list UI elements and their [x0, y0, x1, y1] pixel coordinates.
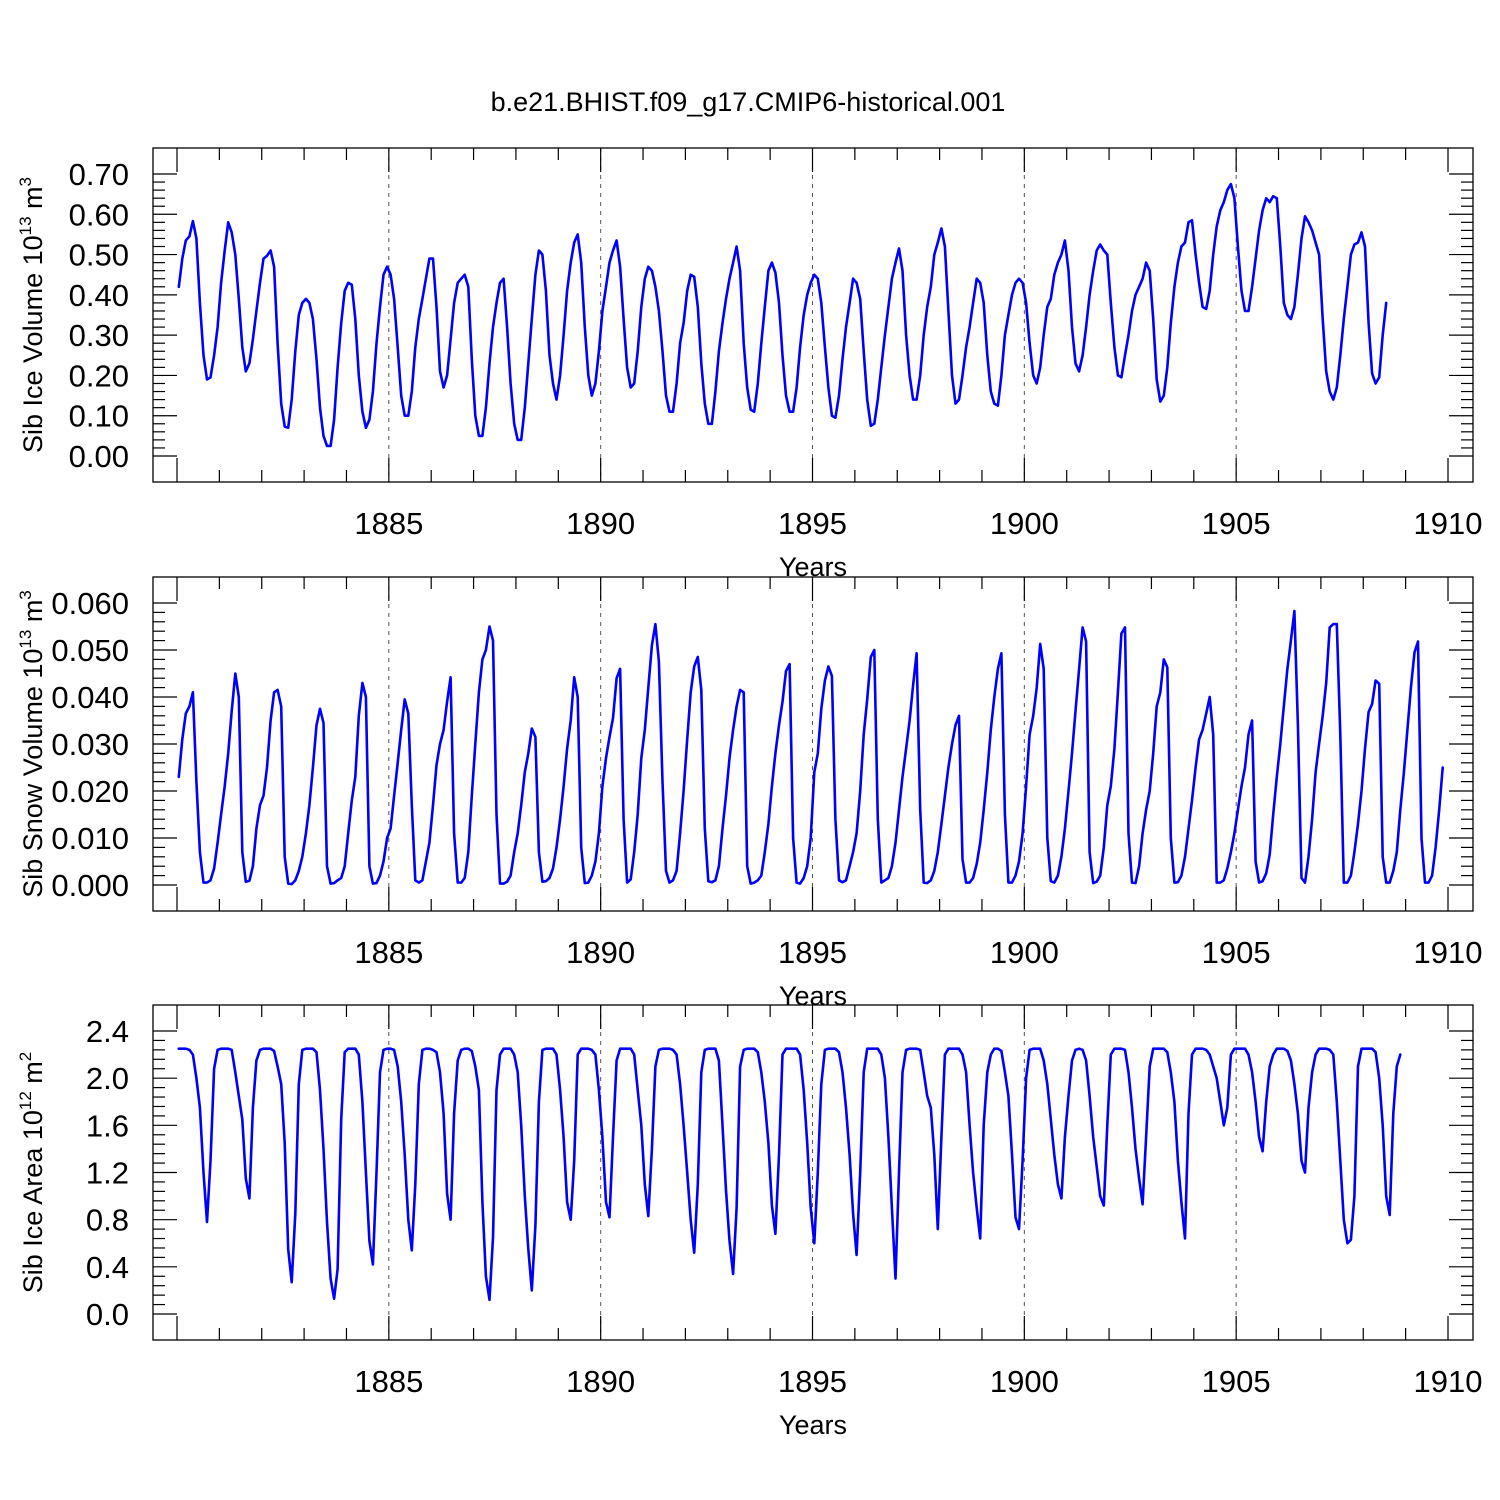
y-tick-label: 0.010: [51, 821, 129, 856]
panel-ice-volume: 0.00 0.10 0.20 0.30 0.40 0.50 0.60 0.70 1885 189…: [16, 147, 1482, 582]
x-tick-labels: 1885 1890 1895 1900 1905 1910: [354, 506, 1482, 541]
x-tick-label: 1910: [1414, 506, 1483, 541]
x-axis-label: Years: [779, 1410, 847, 1440]
y-tick-label: 0.8: [86, 1203, 129, 1238]
y-tick-label: 0.040: [51, 680, 129, 715]
y-tick-label: 0.50: [69, 238, 129, 273]
x-tick-label: 1910: [1414, 935, 1483, 970]
plot-area: [177, 182, 1388, 448]
x-tick-label: 1890: [566, 506, 635, 541]
grid-lines: [388, 148, 1237, 482]
y-axis-label: Sib Ice Area 1012 m2: [16, 1052, 48, 1294]
y-axis-label: Sib Ice Volume 1013 m3: [16, 177, 48, 453]
x-tick-label: 1895: [778, 1364, 847, 1399]
y-tick-label: 0.020: [51, 774, 129, 809]
grid-lines: [388, 1005, 1237, 1340]
x-tick-label: 1895: [778, 506, 847, 541]
plot-frame: [152, 1004, 1474, 1341]
figure-title: b.e21.BHIST.f09_g17.CMIP6-historical.001: [491, 87, 1006, 117]
x-tick-label: 1890: [566, 1364, 635, 1399]
x-tick-label: 1905: [1202, 935, 1271, 970]
panel-ice-area: 0.0 0.4 0.8 1.2 1.6 2.0 2.4 1885 1890 1895 1900 19…: [16, 1004, 1482, 1440]
y-tick-label: 0.00: [69, 439, 129, 474]
series-line-snow-volume: [177, 609, 1444, 886]
y-tick-labels: 0.000 0.010 0.020 0.030 0.040 0.050 0.060: [51, 586, 129, 903]
x-tick-label: 1890: [566, 935, 635, 970]
y-tick-labels: 0.00 0.10 0.20 0.30 0.40 0.50 0.60 0.70: [69, 157, 129, 474]
x-tick-label: 1895: [778, 935, 847, 970]
ticks: [153, 577, 1473, 911]
y-tick-label: 1.6: [86, 1108, 129, 1143]
y-tick-label: 0.20: [69, 358, 129, 393]
y-tick-labels: 0.0 0.4 0.8 1.2 1.6 2.0 2.4: [86, 1014, 129, 1332]
y-tick-label: 0.060: [51, 586, 129, 621]
grid-lines: [388, 577, 1237, 911]
x-tick-labels: 1885 1890 1895 1900 1905 1910: [354, 1364, 1482, 1399]
y-tick-label: 0.10: [69, 399, 129, 434]
ticks: [153, 148, 1473, 482]
y-tick-label: 0.030: [51, 727, 129, 762]
y-tick-label: 0.050: [51, 633, 129, 668]
x-tick-label: 1905: [1202, 506, 1271, 541]
y-tick-label: 0.0: [86, 1297, 129, 1332]
plot-frame: [152, 147, 1474, 483]
x-tick-label: 1900: [990, 935, 1059, 970]
plot-frame: [152, 576, 1474, 912]
x-tick-labels: 1885 1890 1895 1900 1905 1910: [354, 935, 1482, 970]
y-tick-label: 0.30: [69, 318, 129, 353]
y-tick-label: 0.70: [69, 157, 129, 192]
x-tick-label: 1885: [354, 935, 423, 970]
x-tick-label: 1885: [354, 1364, 423, 1399]
x-tick-label: 1910: [1414, 1364, 1483, 1399]
x-tick-label: 1885: [354, 506, 423, 541]
y-axis-label: Sib Snow Volume 1013 m3: [16, 590, 48, 898]
x-tick-label: 1900: [990, 506, 1059, 541]
plot-area: [177, 609, 1444, 886]
series-line-ice-area: [177, 1047, 1402, 1302]
y-tick-label: 0.40: [69, 278, 129, 313]
ticks: [153, 1005, 1473, 1340]
series-line-ice-volume: [177, 182, 1388, 448]
panel-snow-volume: 0.000 0.010 0.020 0.030 0.040 0.050 0.060 1885…: [16, 576, 1482, 1011]
x-tick-label: 1905: [1202, 1364, 1271, 1399]
y-tick-label: 1.2: [86, 1156, 129, 1191]
y-tick-label: 0.60: [69, 197, 129, 232]
y-tick-label: 2.0: [86, 1061, 129, 1096]
y-tick-label: 2.4: [86, 1014, 129, 1049]
x-tick-label: 1900: [990, 1364, 1059, 1399]
y-tick-label: 0.000: [51, 868, 129, 903]
y-tick-label: 0.4: [86, 1250, 129, 1285]
plot-area: [177, 1047, 1402, 1302]
